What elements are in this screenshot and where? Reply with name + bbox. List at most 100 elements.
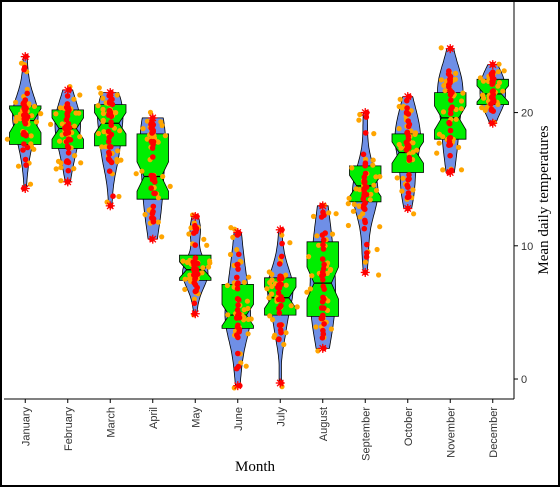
data-point-october xyxy=(406,172,412,178)
jitter-point-february xyxy=(58,160,64,166)
jitter-point-november xyxy=(458,106,464,112)
data-point-october xyxy=(406,194,412,200)
data-point-february xyxy=(65,167,72,174)
x-tick-label-february: February xyxy=(63,407,75,452)
data-point-january xyxy=(20,147,26,153)
data-point-september xyxy=(362,130,369,136)
jitter-point-september xyxy=(357,214,363,220)
data-point-december xyxy=(490,108,497,114)
jitter-point-july xyxy=(266,295,272,301)
jitter-point-december xyxy=(495,101,501,108)
data-point-april xyxy=(150,208,156,215)
jitter-point-december xyxy=(500,88,506,94)
jitter-point-december xyxy=(495,69,501,75)
data-point-august xyxy=(321,261,327,268)
jitter-point-september xyxy=(377,224,383,230)
x-tick-label-january: January xyxy=(20,407,32,447)
jitter-point-november xyxy=(436,131,442,137)
jitter-point-september xyxy=(345,201,351,207)
data-point-december xyxy=(490,98,496,104)
x-tick-label-march: March xyxy=(105,407,117,438)
data-point-july xyxy=(276,322,283,329)
jitter-point-may xyxy=(200,265,206,271)
jitter-point-april xyxy=(147,109,154,115)
data-point-october xyxy=(406,154,413,161)
data-point-july xyxy=(279,240,285,247)
jitter-point-august xyxy=(316,242,322,248)
data-point-december xyxy=(490,77,496,84)
data-point-march xyxy=(106,168,113,174)
jitter-point-december xyxy=(477,75,483,81)
data-point-october xyxy=(405,118,412,124)
data-point-may xyxy=(191,300,198,307)
max-marker-may xyxy=(190,211,200,221)
max-marker-august xyxy=(318,201,328,211)
jitter-point-october xyxy=(410,187,416,193)
max-marker-december xyxy=(488,60,498,70)
jitter-point-april xyxy=(144,136,150,142)
jitter-point-june xyxy=(230,234,236,240)
jitter-point-july xyxy=(283,272,289,278)
data-point-june xyxy=(235,322,241,329)
min-marker-october xyxy=(403,203,413,213)
data-point-august xyxy=(319,314,325,321)
jitter-point-january xyxy=(18,60,25,66)
month-group-january xyxy=(4,52,44,194)
jitter-point-september xyxy=(371,131,377,137)
data-point-august xyxy=(320,331,327,337)
data-point-may xyxy=(191,280,197,286)
jitter-point-december xyxy=(501,68,507,74)
jitter-point-february xyxy=(77,134,83,140)
data-point-january xyxy=(22,156,29,163)
data-point-june xyxy=(233,365,240,372)
data-point-august xyxy=(320,283,327,290)
data-point-june xyxy=(234,307,241,313)
data-point-january xyxy=(21,119,28,125)
data-point-april xyxy=(149,145,156,151)
min-marker-august xyxy=(318,343,328,353)
jitter-point-june xyxy=(241,279,247,285)
x-tick-label-june: June xyxy=(233,407,245,431)
jitter-point-august xyxy=(315,348,321,354)
data-point-september xyxy=(360,151,367,158)
jitter-point-july xyxy=(269,291,275,297)
jitter-point-april xyxy=(144,118,150,124)
data-point-november xyxy=(446,120,453,127)
data-point-october xyxy=(404,141,411,148)
jitter-point-august xyxy=(313,324,319,330)
max-marker-january xyxy=(20,52,30,62)
jitter-point-february xyxy=(76,110,82,116)
jitter-point-october xyxy=(398,145,404,151)
data-point-august xyxy=(320,246,327,252)
jitter-point-april xyxy=(155,195,161,201)
max-marker-september xyxy=(360,108,370,118)
data-point-september xyxy=(361,225,368,232)
data-point-june xyxy=(234,261,240,268)
jitter-point-september xyxy=(346,195,352,201)
jitter-point-october xyxy=(414,147,420,153)
jitter-point-october xyxy=(396,126,402,132)
data-point-may xyxy=(191,230,197,236)
jitter-point-september xyxy=(370,157,376,163)
data-point-may xyxy=(193,266,200,273)
data-point-july xyxy=(278,253,285,260)
y-tick-label-0: 0 xyxy=(521,374,527,386)
data-point-january xyxy=(24,114,31,120)
month-group-may xyxy=(179,211,213,319)
data-point-august xyxy=(318,305,325,311)
data-point-june xyxy=(235,302,241,308)
x-axis-title: Month xyxy=(235,459,276,475)
max-marker-november xyxy=(445,44,455,54)
data-point-march xyxy=(106,108,113,114)
jitter-point-december xyxy=(495,83,501,89)
data-point-january xyxy=(23,105,29,111)
data-point-march xyxy=(105,138,112,145)
data-point-september xyxy=(361,188,368,194)
x-tick-label-august: August xyxy=(318,407,330,441)
jitter-point-may xyxy=(182,286,188,292)
data-point-november xyxy=(445,71,452,77)
jitter-point-may xyxy=(204,242,210,248)
data-point-march xyxy=(107,98,113,105)
month-group-october xyxy=(391,92,424,217)
jitter-point-february xyxy=(71,96,77,102)
